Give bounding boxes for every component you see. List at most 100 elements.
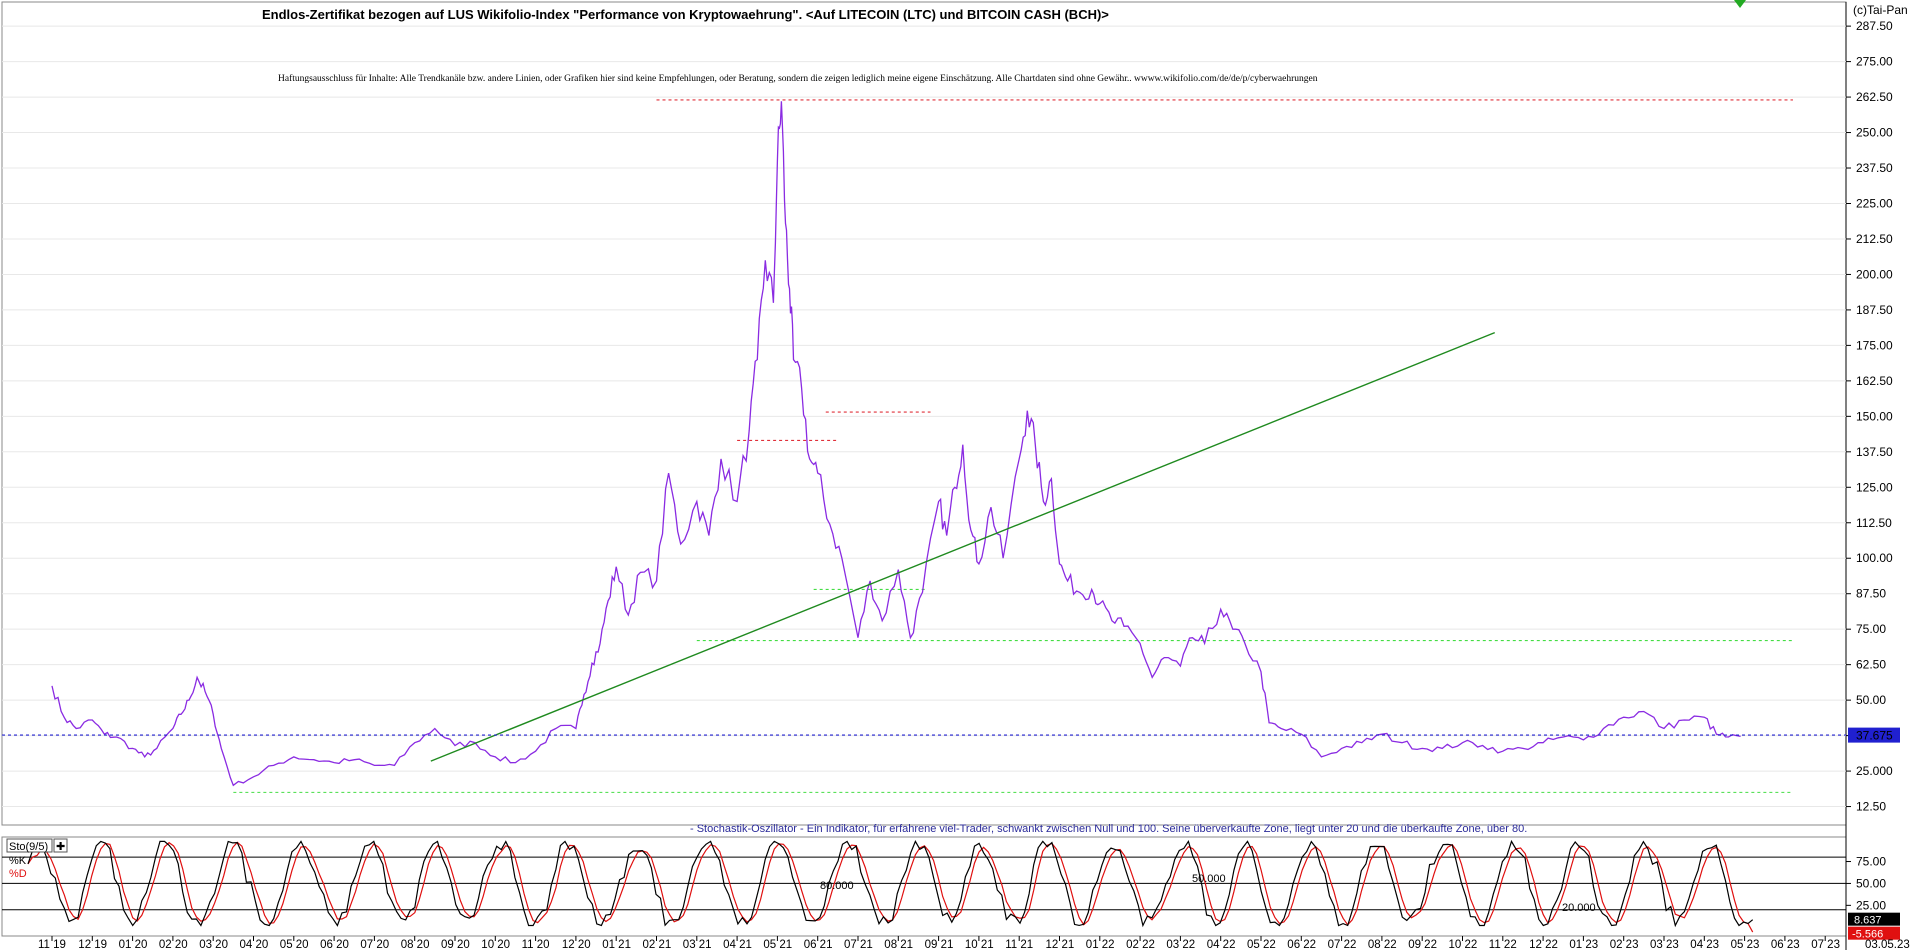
x-tick-label: 03 23 [1650, 939, 1679, 951]
x-tick-label: 04 23 [1690, 939, 1719, 951]
x-tick-label: 03 22 [1166, 939, 1195, 951]
x-tick-label: 11 22 [1489, 939, 1517, 951]
x-tick-label: 12 22 [1529, 939, 1558, 951]
y-tick-label: 175.00 [1856, 338, 1893, 352]
x-tick-label: 06 20 [320, 939, 349, 951]
disclaimer-text: Haftungsausschluss für Inhalte: Alle Tre… [278, 73, 1318, 84]
x-tick-label: 08 20 [401, 939, 430, 951]
x-tick-label: 12 19 [78, 939, 107, 951]
stochastic-tick-label: 50.00 [1856, 876, 1886, 890]
indicator-label: Sto(9/5) [9, 841, 48, 853]
x-tick-label: 10 22 [1449, 939, 1478, 951]
x-tick-label: 07 21 [844, 939, 873, 951]
x-tick-label: 08 21 [884, 939, 913, 951]
x-tick-label: 12 20 [562, 939, 591, 951]
x-tick-label: 01 21 [602, 939, 631, 951]
x-axis: 11 19 12 19 01 20 02 20 03 20 04 20 05 20 06 20… [38, 936, 1840, 951]
last-date-label: 03.05.23 [1865, 939, 1910, 951]
x-tick-label: 02 20 [159, 939, 188, 951]
x-tick-label: 11 21 [1005, 939, 1033, 951]
y-tick-label: 275.00 [1856, 55, 1893, 69]
x-tick-label: 07 20 [360, 939, 389, 951]
x-tick-label: 10 21 [965, 939, 994, 951]
stochastic-d-line [27, 841, 1754, 933]
plus-icon: ✚ [56, 841, 65, 853]
price-line [51, 101, 1741, 787]
x-tick-label: 11 19 [38, 939, 66, 951]
x-tick-label: 01 23 [1569, 939, 1598, 951]
y-tick-label: 212.50 [1856, 232, 1893, 246]
y-tick-label: 187.50 [1856, 303, 1893, 317]
horizontal-levels [233, 99, 1793, 793]
price-grid [2, 25, 1846, 808]
x-tick-label: 02 22 [1126, 939, 1155, 951]
stochastic-k-line [27, 839, 1754, 928]
level-label-20: 20.000 [1562, 902, 1596, 914]
level-label-80: 80.000 [820, 880, 854, 892]
stochastic-y-axis: 25.00 50.00 75.00 [1846, 855, 1886, 912]
copyright-label: (c)Tai-Pan [1853, 3, 1908, 17]
x-tick-label: 02 23 [1610, 939, 1639, 951]
x-tick-label: 06 21 [804, 939, 833, 951]
d-value-box [1848, 926, 1900, 940]
k-value-label: 8.637 [1854, 915, 1882, 927]
y-tick-label: 87.50 [1856, 587, 1886, 601]
y-tick-label: 125.00 [1856, 480, 1893, 494]
y-tick-label: 62.50 [1856, 658, 1886, 672]
y-tick-label: 162.50 [1856, 374, 1893, 388]
y-tick-label: 100.00 [1856, 551, 1893, 565]
x-tick-label: 05 23 [1731, 939, 1760, 951]
x-tick-label: 12 21 [1046, 939, 1075, 951]
chart-title: Endlos-Zertifikat bezogen auf LUS Wikifo… [262, 7, 1109, 22]
x-tick-label: 02 21 [643, 939, 672, 951]
x-tick-label: 09 20 [441, 939, 470, 951]
stochastic-tick-label: 75.00 [1856, 855, 1886, 869]
stochastic-levels [2, 856, 1846, 911]
x-tick-label: 09 22 [1408, 939, 1437, 951]
indicator-label-box[interactable] [6, 838, 53, 853]
x-tick-label: 10 20 [481, 939, 510, 951]
current-price-label: 37.675 [1856, 729, 1893, 743]
y-tick-label: 75.00 [1856, 622, 1886, 636]
x-tick-label: 01 20 [119, 939, 148, 951]
y-tick-label: 12.50 [1856, 800, 1886, 814]
d-legend: %D [9, 868, 27, 880]
marker-triangle-icon [1734, 0, 1746, 8]
indicator-expand-button[interactable] [53, 838, 68, 853]
x-tick-label: 05 20 [280, 939, 309, 951]
x-tick-label: 01 22 [1086, 939, 1115, 951]
x-tick-label: 04 22 [1207, 939, 1236, 951]
y-tick-label: 225.00 [1856, 196, 1893, 210]
y-tick-label: 25.000 [1856, 764, 1893, 778]
x-tick-label: 07 22 [1328, 939, 1357, 951]
x-tick-label: 06 22 [1287, 939, 1316, 951]
k-value-box [1848, 912, 1900, 926]
x-tick-label: 05 21 [763, 939, 792, 951]
y-tick-label: 50.00 [1856, 693, 1886, 707]
y-tick-label: 237.50 [1856, 161, 1893, 175]
d-value-label: -5.566 [1852, 929, 1883, 941]
k-legend: %K [9, 855, 27, 867]
stochastic-tick-label: 25.00 [1856, 898, 1886, 912]
y-tick-label: 150.00 [1856, 409, 1893, 423]
x-tick-label: 06 23 [1771, 939, 1800, 951]
y-tick-label: 250.00 [1856, 126, 1893, 140]
level-label-50: 50.000 [1192, 873, 1226, 885]
stochastic-note: - Stochastik-Oszillator - Ein Indikator,… [690, 823, 1527, 835]
trend-line [430, 331, 1496, 762]
x-tick-label: 03 20 [199, 939, 228, 951]
x-tick-label: 05 22 [1247, 939, 1276, 951]
y-tick-label: 287.50 [1856, 19, 1893, 33]
y-tick-label: 200.00 [1856, 267, 1893, 281]
x-tick-label: 11 20 [522, 939, 550, 951]
x-tick-label: 07 23 [1811, 939, 1840, 951]
y-tick-label: 112.50 [1856, 516, 1892, 530]
y-tick-label: 137.50 [1856, 445, 1893, 459]
current-price-box [1848, 727, 1900, 743]
price-y-axis: 12.5025.00037.5050.0062.5075.0087.50100.… [1846, 19, 1893, 814]
x-tick-label: 08 22 [1368, 939, 1397, 951]
x-tick-label: 04 20 [240, 939, 269, 951]
y-tick-label: 262.50 [1856, 90, 1893, 104]
